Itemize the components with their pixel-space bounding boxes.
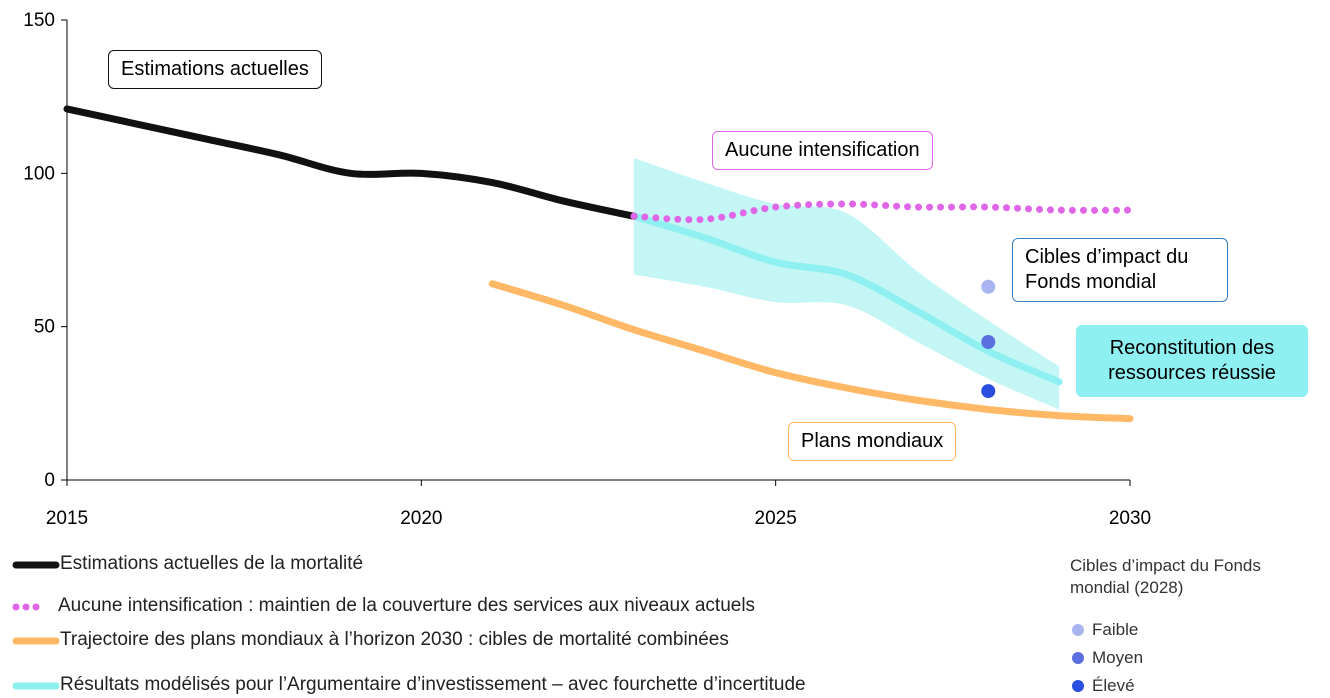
- series-line: [630, 212, 1063, 386]
- targets-legend-label: Faible: [1092, 620, 1139, 639]
- target-point: [981, 384, 996, 399]
- legend-dot: [1072, 624, 1084, 636]
- annotation: Aucune intensification: [712, 131, 933, 170]
- y-tick-label: 50: [34, 317, 55, 338]
- target-point: [981, 279, 996, 294]
- series-line: [488, 280, 1134, 423]
- annotation: Estimations actuelles: [108, 50, 322, 89]
- annotation: Reconstitution des ressources réussie: [1076, 325, 1308, 397]
- legend-label: Estimations actuelles de la mortalité: [60, 553, 364, 574]
- target-point: [981, 335, 996, 349]
- y-tick-label: 0: [44, 470, 55, 491]
- annotation: Plans mondiaux: [788, 422, 957, 461]
- legend-label: Résultats modélisés pour l’Argumentaire …: [60, 674, 806, 695]
- legend-dot: [1072, 680, 1084, 692]
- targets-legend-label: Élevé: [1092, 676, 1135, 695]
- x-tick-label: 2015: [46, 508, 88, 529]
- uncertainty-band: [633, 158, 1060, 410]
- targets-legend-label: Moyen: [1092, 648, 1144, 667]
- series-line: [630, 200, 1134, 224]
- y-tick-label: 150: [23, 10, 55, 31]
- legend-dot: [1072, 652, 1084, 664]
- legend-label: Trajectoire des plans mondiaux à l’horiz…: [60, 629, 729, 650]
- annotation: Cibles d’impact du Fonds mondial: [1012, 238, 1228, 302]
- targets-legend-title: Cibles d’impact du Fonds mondial (2028): [1070, 556, 1261, 597]
- series-line: [63, 105, 638, 220]
- y-tick-label: 100: [23, 163, 55, 184]
- x-tick-label: 2020: [400, 508, 442, 529]
- legend-label: Aucune intensification : maintien de la …: [58, 595, 756, 616]
- x-tick-label: 2025: [755, 508, 797, 529]
- x-tick-label: 2030: [1109, 508, 1151, 529]
